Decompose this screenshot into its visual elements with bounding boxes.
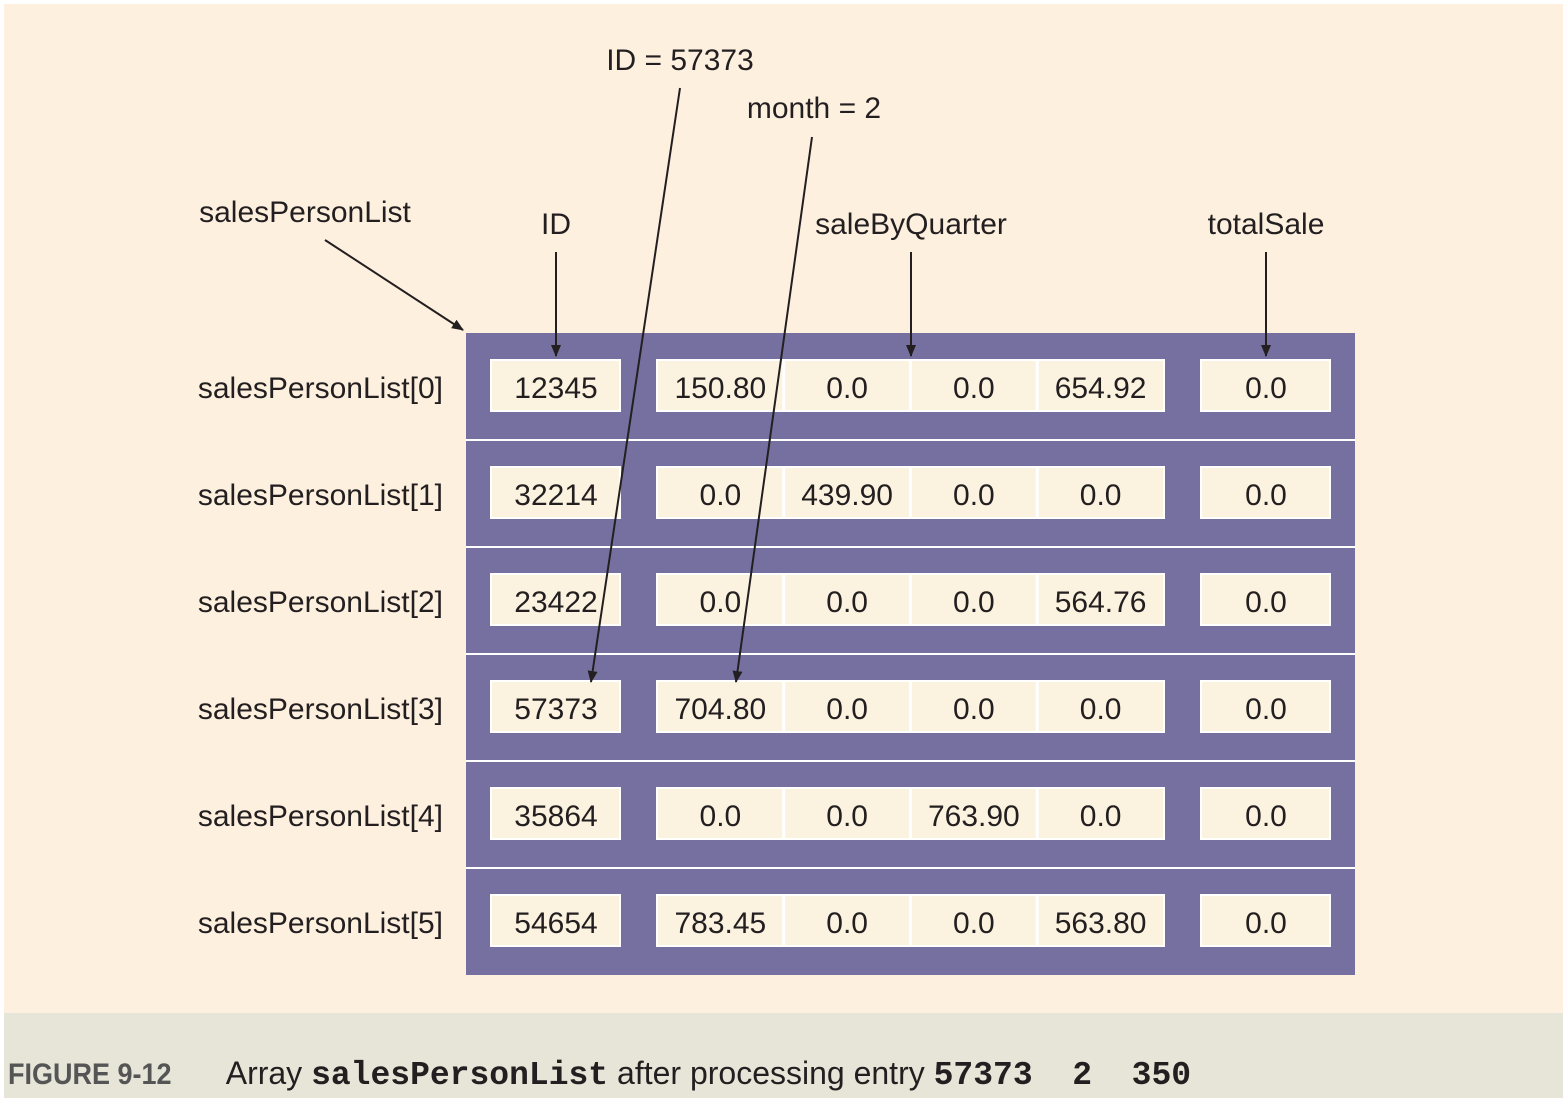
total-value: 0.0: [1245, 372, 1287, 405]
quarter-value: 439.90: [801, 479, 893, 512]
quarter-value: 0.0: [1080, 800, 1122, 833]
quarter-value: 0.0: [953, 907, 995, 940]
total-cell: [1200, 573, 1331, 626]
row-label: salesPersonList[4]: [198, 800, 443, 833]
caption-text-before: Array: [225, 1055, 303, 1091]
array-row: salesPersonList[3] 57373 704.80 0.0 0.0 0.0 0.…: [198, 653, 1355, 733]
list-name-label: salesPersonList: [199, 196, 411, 229]
total-cell: [1200, 894, 1331, 947]
quarter-value: 563.80: [1055, 907, 1147, 940]
quarter-value: 704.80: [674, 693, 766, 726]
total-cell: [1200, 359, 1331, 412]
id-value: 32214: [514, 479, 597, 512]
id-cell: [490, 359, 621, 412]
id-cell: [490, 680, 621, 733]
caption-line: FIGURE 9-12 Array salesPersonList after p…: [8, 1055, 1191, 1094]
caption-code-entry: 57373 2 350: [933, 1057, 1192, 1094]
row-label: salesPersonList[5]: [198, 907, 443, 940]
list-pointer-arrow: [324, 239, 464, 331]
id-annotation-arrow: [587, 87, 681, 683]
caption-code-name: salesPersonList: [311, 1057, 609, 1094]
quarter-value: 0.0: [953, 586, 995, 619]
quarter-value: 0.0: [700, 479, 742, 512]
row-label: salesPersonList[1]: [198, 479, 443, 512]
quarter-value: 0.0: [953, 479, 995, 512]
quarter-value: 150.80: [674, 372, 766, 405]
arrows: [324, 87, 1271, 683]
quarter-value: 564.76: [1055, 586, 1147, 619]
total-value: 0.0: [1245, 907, 1287, 940]
array-row: salesPersonList[4] 35864 0.0 0.0 763.90 0.0 0.…: [198, 760, 1355, 840]
total-value: 0.0: [1245, 693, 1287, 726]
id-cell: [490, 787, 621, 840]
row-label: salesPersonList[3]: [198, 693, 443, 726]
id-annotation-label: ID = 57373: [606, 44, 754, 77]
total-sale-label: totalSale: [1208, 208, 1325, 241]
id-value: 35864: [514, 800, 597, 833]
array-row: salesPersonList[0] 12345 150.80 0.0 0.0 654.9…: [198, 359, 1331, 412]
total-cell: [1200, 680, 1331, 733]
id-value: 57373: [514, 693, 597, 726]
quarter-value: 0.0: [1080, 693, 1122, 726]
quarter-value: 0.0: [826, 907, 868, 940]
array-row: salesPersonList[5] 54654 783.45 0.0 0.0 563.8…: [198, 867, 1355, 947]
total-cell: [1200, 466, 1331, 519]
array-panel: salesPersonList[0] 12345 150.80 0.0 0.0 654.9…: [198, 333, 1355, 975]
quarter-value: 0.0: [700, 800, 742, 833]
id-cell: [490, 573, 621, 626]
quarter-value: 0.0: [826, 800, 868, 833]
array-row: salesPersonList[1] 32214 0.0 439.90 0.0 0.0 0.…: [198, 439, 1355, 519]
caption-text: Array salesPersonList after processing e…: [226, 1055, 1191, 1094]
quarter-value: 763.90: [928, 800, 1020, 833]
id-value: 54654: [514, 907, 597, 940]
total-cell: [1200, 787, 1331, 840]
quarter-value: 0.0: [700, 586, 742, 619]
id-cell: [490, 894, 621, 947]
quarter-value: 783.45: [674, 907, 766, 940]
total-value: 0.0: [1245, 479, 1287, 512]
figure-caption: FIGURE 9-12 Array salesPersonList after p…: [4, 1013, 1563, 1098]
quarter-value: 0.0: [826, 372, 868, 405]
quarter-value: 0.0: [1080, 479, 1122, 512]
caption-text-after: after processing entry: [617, 1055, 925, 1091]
row-label: salesPersonList[0]: [198, 372, 443, 405]
row-label: salesPersonList[2]: [198, 586, 443, 619]
total-value: 0.0: [1245, 800, 1287, 833]
quarter-value: 0.0: [953, 693, 995, 726]
figure-number: FIGURE 9-12: [8, 1058, 172, 1091]
quarter-value: 0.0: [826, 586, 868, 619]
id-column-label: ID: [541, 208, 571, 241]
array-row: salesPersonList[2] 23422 0.0 0.0 0.0 564.76 0.…: [198, 546, 1355, 626]
sale-by-quarter-label: saleByQuarter: [815, 208, 1007, 241]
month-annotation-label: month = 2: [747, 92, 881, 125]
id-value: 12345: [514, 372, 597, 405]
month-annotation-arrow: [732, 136, 813, 683]
total-value: 0.0: [1245, 586, 1287, 619]
quarter-value: 0.0: [826, 693, 868, 726]
quarter-value: 0.0: [953, 372, 995, 405]
quarter-value: 654.92: [1055, 372, 1147, 405]
id-value: 23422: [514, 586, 597, 619]
